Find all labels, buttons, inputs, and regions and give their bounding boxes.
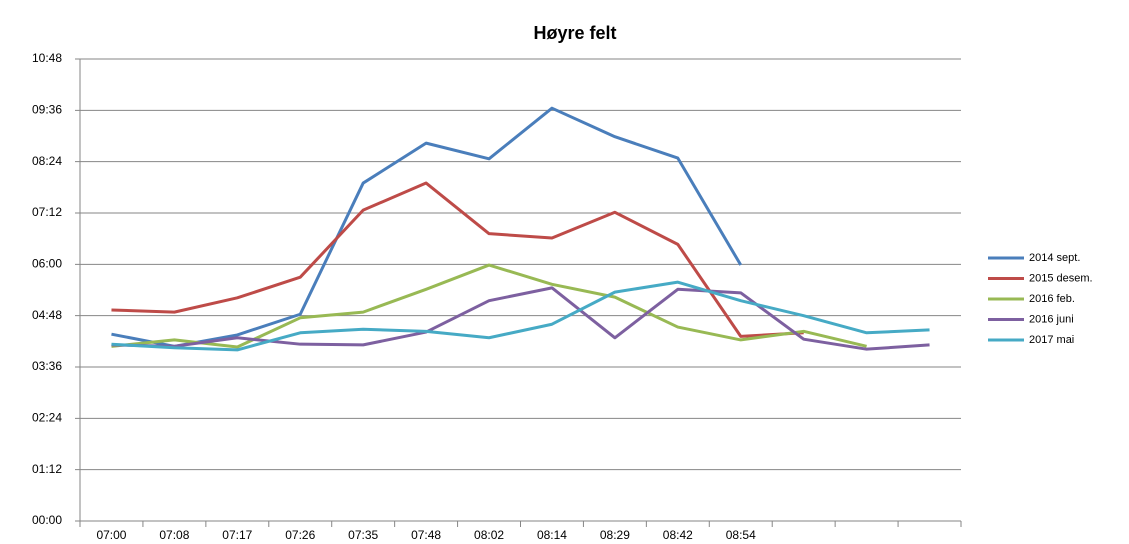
y-tick-label: 07:12 (32, 205, 62, 219)
y-tick-label: 08:24 (32, 154, 62, 168)
x-tick-label: 08:54 (726, 528, 756, 542)
y-tick-label: 01:12 (32, 462, 62, 476)
x-tick-label: 08:14 (537, 528, 567, 542)
y-tick-label: 02:24 (32, 411, 62, 425)
legend-label: 2014 sept. (1029, 252, 1080, 264)
chart-title: Høyre felt (533, 23, 616, 43)
y-tick-label: 09:36 (32, 103, 62, 117)
series-line (111, 181, 804, 338)
x-tick-label: 07:00 (96, 528, 126, 542)
series-line (111, 106, 743, 348)
x-tick-label: 08:02 (474, 528, 504, 542)
y-tick-label: 04:48 (32, 308, 62, 322)
legend-label: 2016 feb. (1029, 293, 1075, 305)
x-tick-label: 07:35 (348, 528, 378, 542)
legend-label: 2017 mai (1029, 334, 1074, 346)
x-tick-label: 07:26 (285, 528, 315, 542)
x-tick-label: 08:29 (600, 528, 630, 542)
y-tick-label: 03:36 (32, 359, 62, 373)
series-line (111, 263, 867, 349)
y-tick-label: 00:00 (32, 513, 62, 527)
series-line (111, 280, 930, 352)
series-line (111, 286, 930, 351)
x-tick-label: 07:48 (411, 528, 441, 542)
legend-label: 2015 desem. (1029, 272, 1093, 284)
x-tick-label: 08:42 (663, 528, 693, 542)
y-tick-label: 10:48 (32, 51, 62, 65)
legend-label: 2016 juni (1029, 313, 1074, 325)
x-tick-label: 07:17 (222, 528, 252, 542)
x-tick-label: 07:08 (159, 528, 189, 542)
y-tick-label: 06:00 (32, 257, 62, 271)
